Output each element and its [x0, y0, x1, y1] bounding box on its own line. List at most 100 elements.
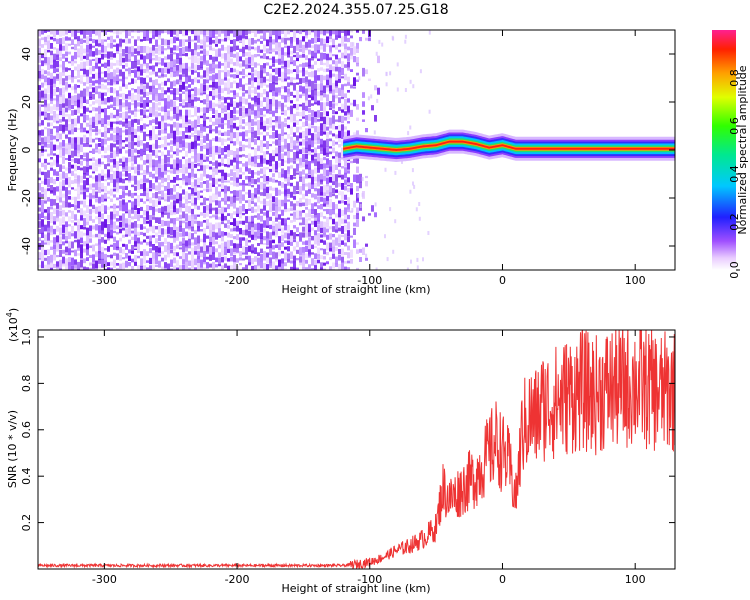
noise-cell-449 — [77, 193, 80, 200]
noise-cell-440 — [77, 127, 80, 131]
noise-cell-1849 — [206, 125, 209, 129]
noise-cell-3172 — [326, 234, 329, 240]
noise-cell-3377 — [347, 82, 350, 86]
noise-cell-747 — [104, 233, 107, 237]
noise-cell-3030 — [314, 202, 317, 207]
noise-cell-1462 — [170, 188, 173, 195]
noise-cell-2386 — [257, 30, 260, 34]
noise-cell-1094 — [137, 119, 140, 125]
noise-cell-3174 — [326, 252, 329, 256]
noise-cell-1718 — [194, 140, 197, 150]
noise-cell-579 — [89, 199, 92, 207]
noise-cell-410 — [74, 142, 77, 150]
noise-cell-2769 — [290, 213, 293, 216]
noise-cell-840 — [113, 194, 116, 198]
noise-cell-3033 — [314, 220, 317, 227]
noise-cell-2011 — [221, 117, 224, 124]
noise-cell-2347 — [251, 215, 254, 224]
noise-cell-205 — [56, 87, 59, 93]
noise-cell-3260 — [335, 164, 338, 170]
noise-cell-257 — [59, 227, 62, 236]
noise-cell-1129 — [140, 130, 143, 133]
noise-cell-2782 — [293, 69, 296, 72]
noise-cell-3280 — [338, 79, 341, 83]
noise-cell-167 — [53, 47, 56, 50]
noise-cell-590 — [92, 39, 95, 44]
noise-cell-99 — [47, 30, 50, 32]
noise-cell-1588 — [182, 156, 185, 159]
noise-cell-338 — [68, 99, 71, 108]
noise-cell-1225 — [149, 120, 152, 126]
noise-cell-3309 — [341, 61, 344, 70]
noise-cell-321 — [65, 221, 68, 229]
noise-cell-2512 — [266, 246, 269, 249]
noise-cell-2480 — [263, 251, 266, 259]
noise-cell-3014 — [314, 88, 317, 96]
noise-cell-3369 — [344, 266, 347, 270]
noise-cell-797 — [110, 121, 113, 130]
noise-cell-2503 — [266, 181, 269, 185]
noise-cell-3356 — [344, 172, 347, 179]
noise-cell-2749 — [290, 61, 293, 65]
noise-cell-1989 — [218, 191, 221, 197]
noise-cell-2373 — [254, 172, 257, 175]
noise-cell-2211 — [239, 167, 242, 173]
noise-cell-1992 — [218, 216, 221, 220]
noise-cell-1652 — [188, 163, 191, 169]
noise-cell-1206 — [146, 228, 149, 233]
noise-cell-1062 — [134, 128, 137, 135]
noise-cell-1036 — [131, 175, 134, 181]
noise-cell-752 — [104, 268, 107, 270]
noise-cell-258 — [59, 236, 62, 244]
noise-cell-1143 — [140, 241, 143, 245]
noise-cell-398 — [74, 51, 77, 60]
noise-cell-3324 — [341, 174, 344, 180]
noise-cell-2978 — [311, 64, 314, 70]
noise-cell-2036 — [224, 59, 227, 69]
noise-cell-583 — [89, 230, 92, 238]
noise-cell-327 — [65, 258, 68, 266]
noise-cell-1130 — [140, 140, 143, 146]
noise-cell-2353 — [251, 258, 254, 265]
noise-cell-2687 — [284, 110, 287, 116]
noise-cell-3487 — [374, 115, 377, 122]
noise-cell-1682 — [191, 132, 194, 137]
noise-cell-3067 — [317, 233, 320, 242]
noise-cell-2108 — [230, 125, 233, 133]
noise-cell-1811 — [203, 92, 206, 95]
noise-cell-1524 — [176, 157, 179, 167]
noise-cell-2593 — [275, 121, 278, 128]
noise-cell-2110 — [230, 141, 233, 144]
noise-cell-322 — [65, 227, 68, 235]
spec-ytick-label-1: -20 — [20, 189, 33, 207]
noise-cell-2210 — [239, 161, 242, 164]
noise-cell-932 — [122, 146, 125, 149]
noise-cell-729 — [104, 98, 107, 105]
noise-cell-1381 — [164, 62, 167, 68]
noise-cell-2382 — [254, 237, 257, 240]
noise-cell-127 — [47, 249, 50, 255]
noise-cell-254 — [59, 205, 62, 211]
noise-cell-2526 — [269, 104, 272, 112]
noise-cell-1117 — [140, 46, 143, 54]
noise-cell-2605 — [275, 217, 278, 222]
noise-cell-1977 — [218, 104, 221, 109]
noise-cell-1656 — [188, 193, 191, 200]
noise-cell-1520 — [176, 130, 179, 136]
noise-cell-2116 — [230, 191, 233, 194]
noise-cell-520 — [83, 241, 86, 247]
noise-cell-2945 — [308, 64, 311, 69]
noise-cell-2241 — [242, 137, 245, 141]
noise-cell-944 — [122, 227, 125, 231]
noise-cell-3455 — [356, 249, 359, 254]
noise-cell-2581 — [275, 35, 278, 43]
noise-cell-1767 — [197, 263, 200, 270]
noise-cell-486 — [80, 231, 83, 240]
noise-cell-2035 — [224, 53, 227, 62]
noise-cell-696 — [101, 92, 104, 101]
noise-cell-1645 — [188, 109, 191, 118]
noise-cell-3078 — [320, 67, 323, 71]
noise-cell-3057 — [317, 161, 320, 170]
noise-cell-1016 — [128, 262, 131, 267]
noise-cell-432 — [77, 70, 80, 78]
